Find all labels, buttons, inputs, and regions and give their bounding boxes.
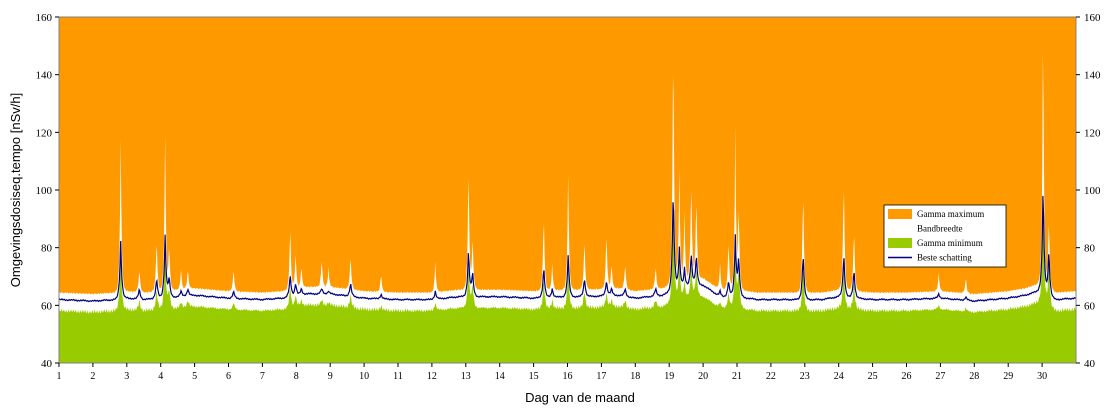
x-tick-label: 22 — [766, 371, 776, 382]
y2-tick-label: 40 — [1084, 358, 1096, 370]
x-tick-label: 1 — [57, 371, 62, 382]
legend-label: Bandbreedte — [917, 224, 962, 234]
y-tick-label: 60 — [41, 300, 53, 312]
x-tick-label: 15 — [529, 371, 539, 382]
x-tick-label: 3 — [124, 371, 129, 382]
legend-label: Beste schatting — [917, 253, 972, 263]
x-tick-label: 24 — [834, 371, 844, 382]
x-tick-label: 2 — [90, 371, 95, 382]
x-tick-label: 11 — [393, 371, 403, 382]
x-tick-label: 6 — [226, 371, 231, 382]
x-tick-label: 21 — [732, 371, 742, 382]
y-tick-label: 160 — [36, 12, 53, 24]
y-tick-label: 40 — [41, 358, 53, 370]
legend-label: Gamma maximum — [917, 209, 984, 219]
legend: Gamma maximum Bandbreedte Gamma minimum Bes… — [883, 204, 1007, 268]
x-tick-label: 12 — [427, 371, 437, 382]
y-axis-title: Omgevingsdosiseq.tempo [nSv/h] — [8, 93, 23, 287]
y2-tick-label: 120 — [1084, 127, 1101, 139]
x-tick-label: 28 — [969, 371, 979, 382]
x-tick-label: 17 — [596, 371, 606, 382]
x-tick-label: 13 — [461, 371, 471, 382]
gamma-minimum-area — [59, 207, 1076, 363]
legend-swatch — [888, 223, 912, 234]
y2-tick-label: 160 — [1084, 12, 1101, 24]
y-tick-label: 120 — [36, 127, 53, 139]
x-tick-label: 16 — [563, 371, 573, 382]
x-tick-label: 29 — [1003, 371, 1013, 382]
beste-schatting-line — [58, 195, 1077, 303]
x-tick-label: 9 — [328, 371, 333, 382]
legend-label: Gamma minimum — [917, 238, 983, 248]
x-tick-label: 18 — [630, 371, 640, 382]
x-tick-label: 10 — [359, 371, 369, 382]
y2-tick-label: 60 — [1084, 300, 1096, 312]
x-tick-label: 27 — [935, 371, 945, 382]
plot-area — [58, 17, 1077, 364]
y-tick-label: 80 — [41, 243, 53, 255]
x-tick-label: 26 — [902, 371, 912, 382]
x-tick-label: 7 — [260, 371, 265, 382]
x-tick-label: 19 — [664, 371, 674, 382]
y2-tick-label: 140 — [1084, 70, 1101, 82]
legend-swatch — [888, 238, 912, 248]
legend-swatch — [888, 209, 912, 219]
x-tick-label: 8 — [294, 371, 299, 382]
y-tick-label: 100 — [36, 185, 53, 197]
y-tick-label: 140 — [36, 70, 53, 82]
x-tick-label: 20 — [698, 371, 708, 382]
y2-tick-label: 80 — [1084, 243, 1096, 255]
x-tick-label: 30 — [1037, 371, 1047, 382]
x-axis-title: Dag van de maand — [525, 390, 635, 405]
x-tick-label: 4 — [158, 371, 163, 382]
x-tick-label: 5 — [192, 371, 197, 382]
x-tick-label: 25 — [868, 371, 878, 382]
x-tick-label: 23 — [800, 371, 810, 382]
y2-tick-label: 100 — [1084, 185, 1101, 197]
x-tick-label: 14 — [495, 371, 505, 382]
